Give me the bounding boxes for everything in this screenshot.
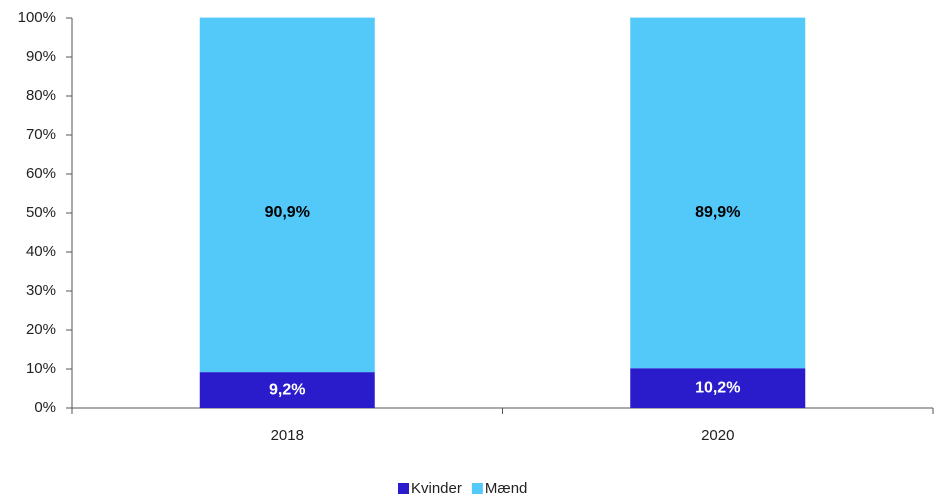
data-label: 89,9% <box>695 204 740 221</box>
y-tick-label: 90% <box>26 48 56 65</box>
y-tick-label: 30% <box>26 282 56 299</box>
data-label: 9,2% <box>269 381 305 398</box>
legend-label: Mænd <box>485 480 528 497</box>
y-tick-label: 80% <box>26 87 56 104</box>
legend-swatch <box>398 483 409 494</box>
y-tick-label: 50% <box>26 204 56 221</box>
y-tick-label: 0% <box>34 399 56 416</box>
legend-swatch <box>471 483 483 494</box>
bar-segment <box>630 368 806 408</box>
y-tick-label: 70% <box>26 126 56 143</box>
data-label: 90,9% <box>265 204 310 221</box>
x-tick-label: 2020 <box>701 427 734 444</box>
bar-segment <box>199 372 375 408</box>
y-tick-label: 100% <box>18 9 56 26</box>
y-tick-label: 10% <box>26 360 56 377</box>
y-tick-label: 20% <box>26 321 56 338</box>
bar-segment <box>199 17 375 373</box>
legend-label: Kvinder <box>411 480 462 497</box>
data-label: 10,2% <box>695 379 740 396</box>
y-tick-label: 60% <box>26 165 56 182</box>
y-tick-label: 40% <box>26 243 56 260</box>
bar-segment <box>630 17 806 369</box>
x-tick-label: 2018 <box>271 427 304 444</box>
